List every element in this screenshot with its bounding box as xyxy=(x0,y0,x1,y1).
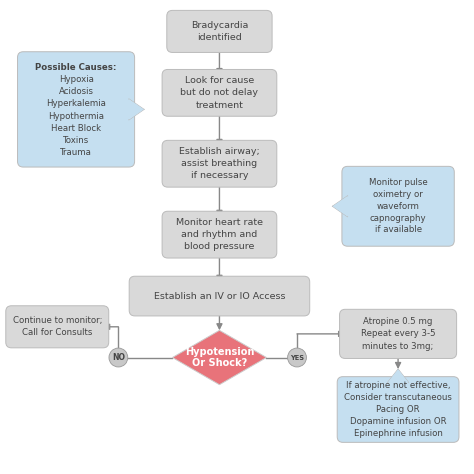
Text: Acidosis: Acidosis xyxy=(59,87,93,96)
Text: Look for cause
but do not delay
treatment: Look for cause but do not delay treatmen… xyxy=(181,76,258,109)
Polygon shape xyxy=(173,330,266,385)
FancyBboxPatch shape xyxy=(6,306,109,348)
FancyBboxPatch shape xyxy=(162,70,277,116)
Text: If atropine not effective,
Consider transcutaneous
Pacing OR
Dopamine infusion O: If atropine not effective, Consider tran… xyxy=(344,382,452,438)
Text: Atropine 0.5 mg
Repeat every 3-5
minutes to 3mg;: Atropine 0.5 mg Repeat every 3-5 minutes… xyxy=(361,317,436,351)
Text: Hypoxia: Hypoxia xyxy=(59,75,93,84)
Text: Establish an IV or IO Access: Establish an IV or IO Access xyxy=(154,292,285,301)
Text: Hypotension
Or Shock?: Hypotension Or Shock? xyxy=(185,346,254,368)
Text: YES: YES xyxy=(290,355,304,361)
Text: Continue to monitor;
Call for Consults: Continue to monitor; Call for Consults xyxy=(12,316,102,337)
Circle shape xyxy=(109,348,128,367)
FancyBboxPatch shape xyxy=(162,211,277,258)
FancyBboxPatch shape xyxy=(129,276,310,316)
Text: Monitor heart rate
and rhythm and
blood pressure: Monitor heart rate and rhythm and blood … xyxy=(176,218,263,251)
Text: Bradycardia
identified: Bradycardia identified xyxy=(191,21,248,42)
Text: Heart Block: Heart Block xyxy=(51,124,101,133)
Text: Establish airway;
assist breathing
if necessary: Establish airway; assist breathing if ne… xyxy=(179,147,260,181)
FancyBboxPatch shape xyxy=(342,166,454,246)
FancyBboxPatch shape xyxy=(167,10,272,53)
Text: Hyperkalemia: Hyperkalemia xyxy=(46,100,106,109)
FancyBboxPatch shape xyxy=(337,377,459,442)
Text: NO: NO xyxy=(112,353,125,362)
Text: Monitor pulse
oximetry or
waveform
capnography
if available: Monitor pulse oximetry or waveform capno… xyxy=(369,178,428,234)
Polygon shape xyxy=(332,196,347,217)
Text: Hypothermia: Hypothermia xyxy=(48,111,104,120)
FancyBboxPatch shape xyxy=(162,140,277,187)
Text: Trauma: Trauma xyxy=(60,148,92,157)
FancyBboxPatch shape xyxy=(18,52,135,167)
Polygon shape xyxy=(388,369,409,383)
FancyBboxPatch shape xyxy=(339,310,456,358)
Text: Toxins: Toxins xyxy=(63,136,89,145)
Polygon shape xyxy=(129,99,144,120)
Text: Possible Causes:: Possible Causes: xyxy=(36,63,117,72)
Circle shape xyxy=(288,348,306,367)
